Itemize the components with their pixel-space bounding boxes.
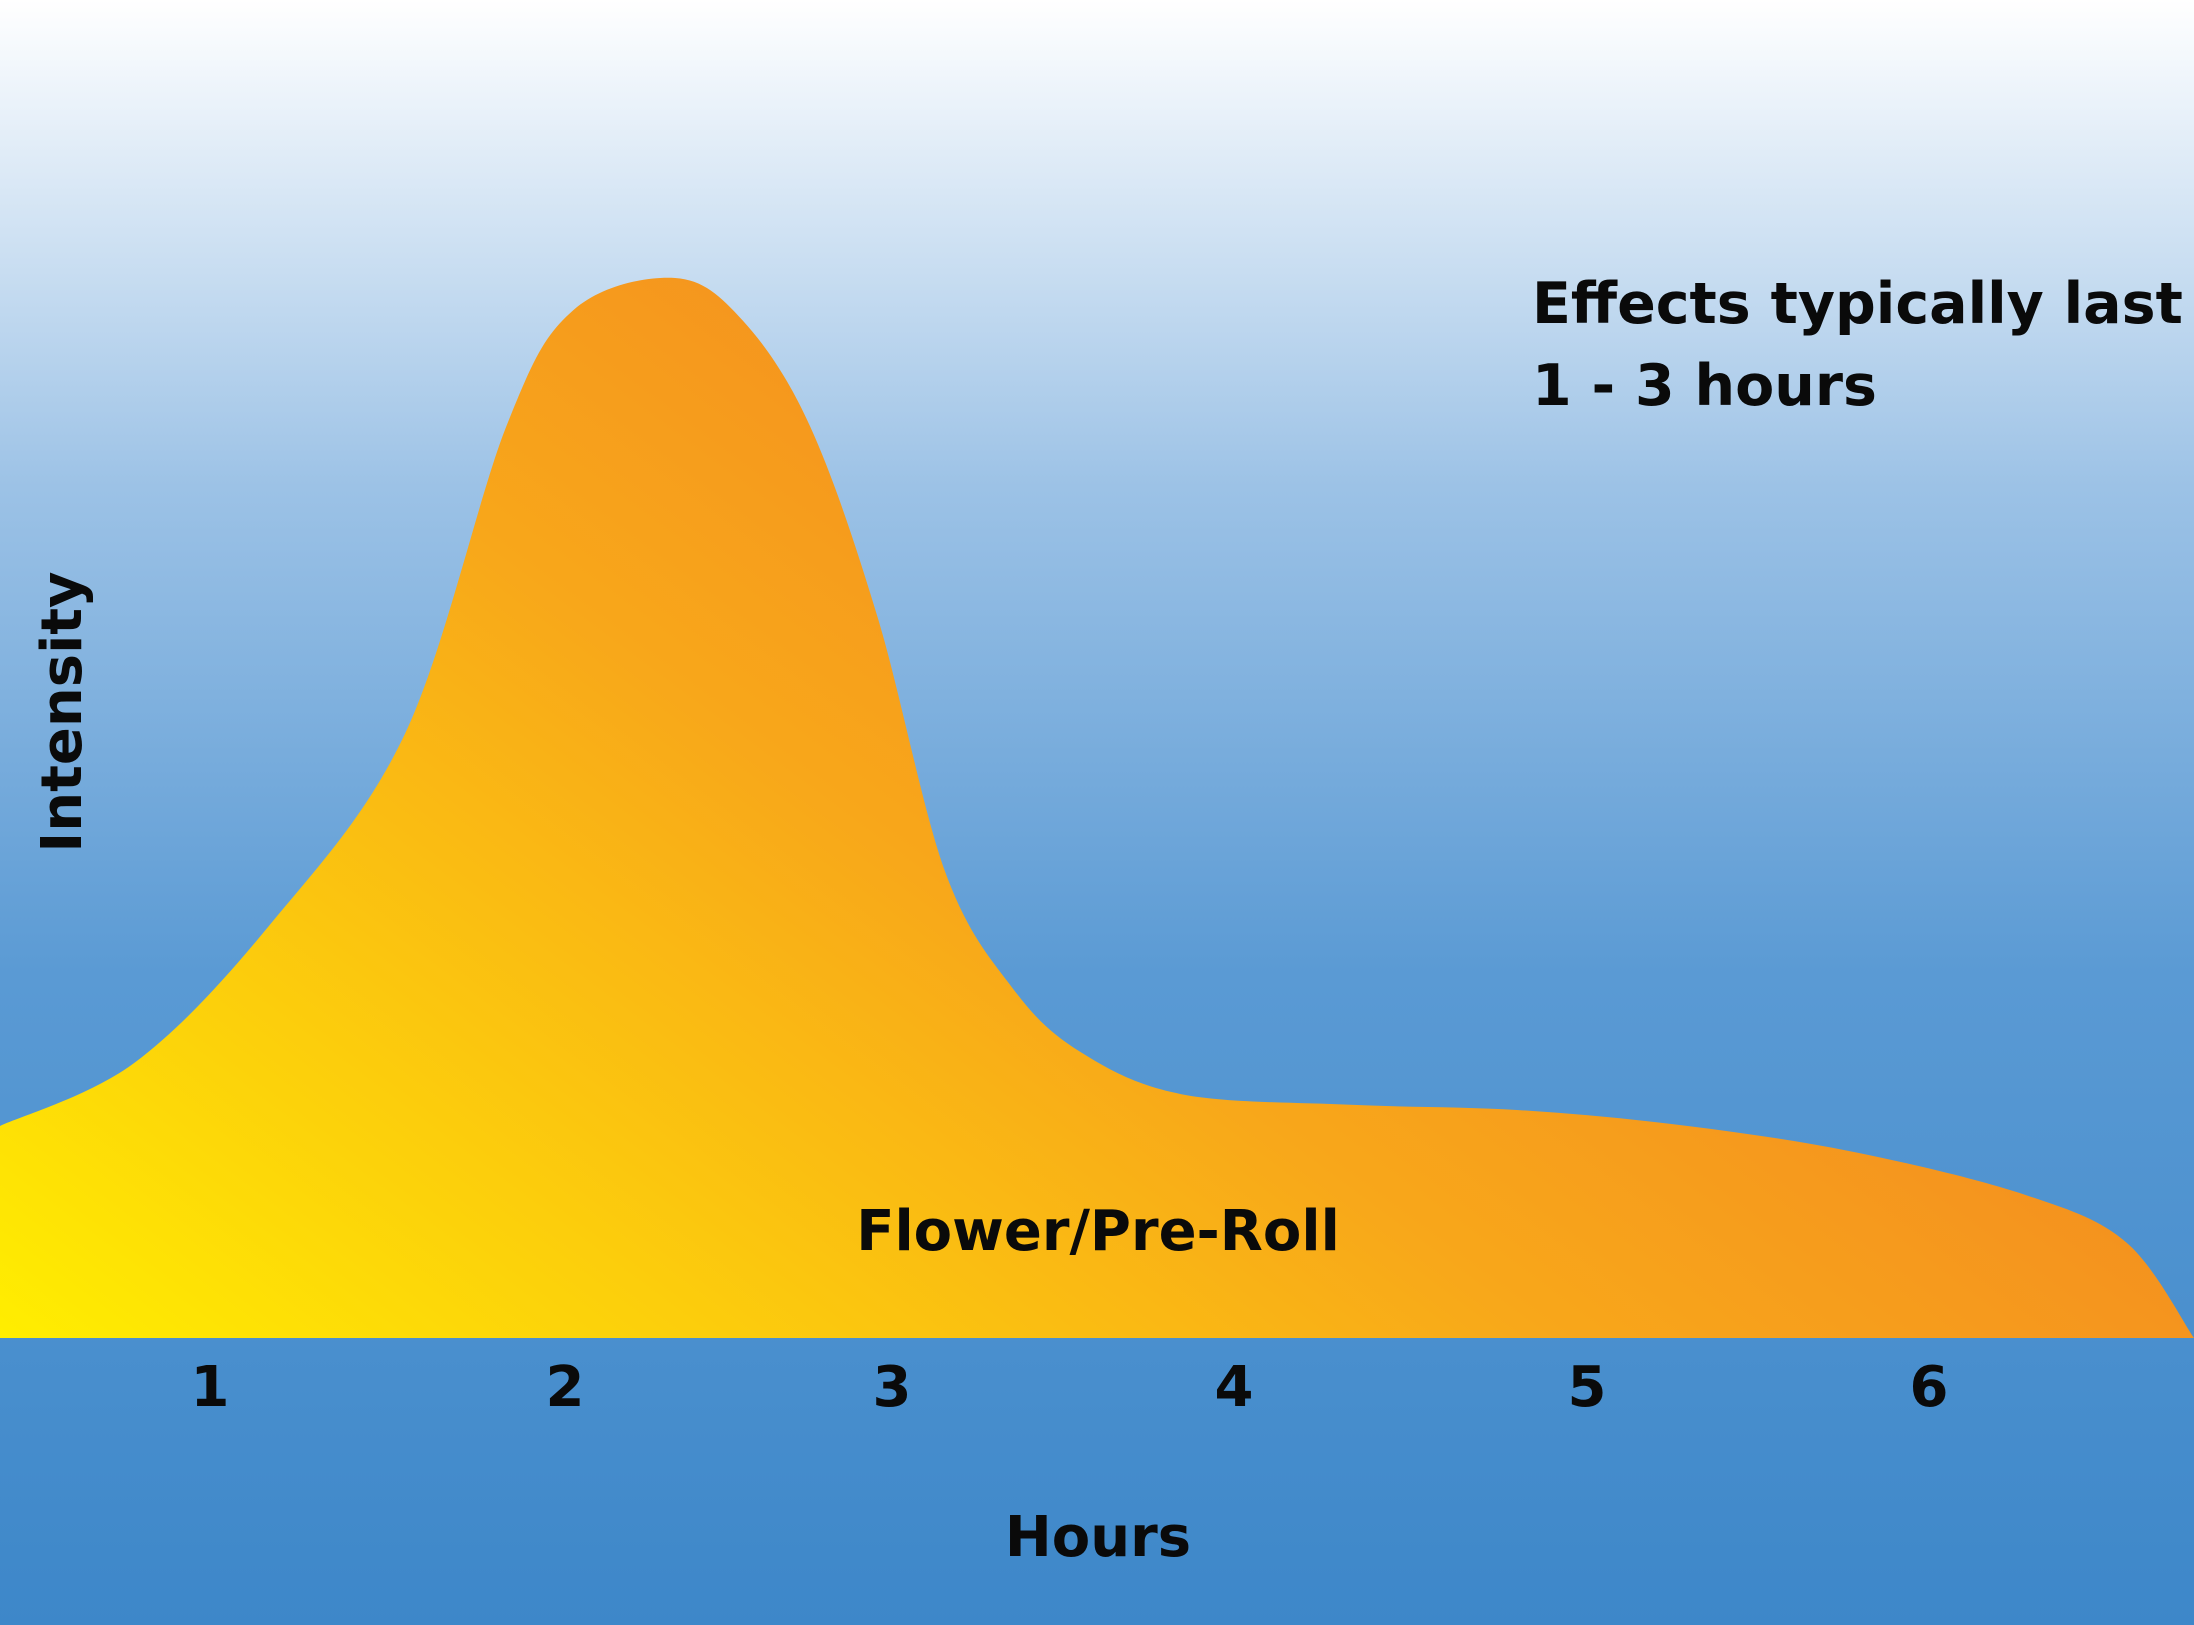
x-tick-label: 5 [1568, 1355, 1607, 1420]
x-tick-label: 2 [546, 1355, 585, 1420]
annotation-line-2: 1 - 3 hours [1532, 353, 1877, 419]
annotation-line-1: Effects typically last [1532, 271, 2183, 337]
x-tick-label: 4 [1215, 1355, 1254, 1420]
x-axis-label: Hours [1005, 1505, 1191, 1570]
y-axis-label: Intensity [30, 571, 95, 852]
x-tick-label: 3 [873, 1355, 912, 1420]
intensity-area [0, 277, 2194, 1338]
x-tick-label: 1 [191, 1355, 230, 1420]
x-tick-labels: 1 2 3 4 5 6 [191, 1355, 1949, 1420]
series-label: Flower/Pre-Roll [856, 1199, 1340, 1264]
x-tick-label: 6 [1910, 1355, 1949, 1420]
